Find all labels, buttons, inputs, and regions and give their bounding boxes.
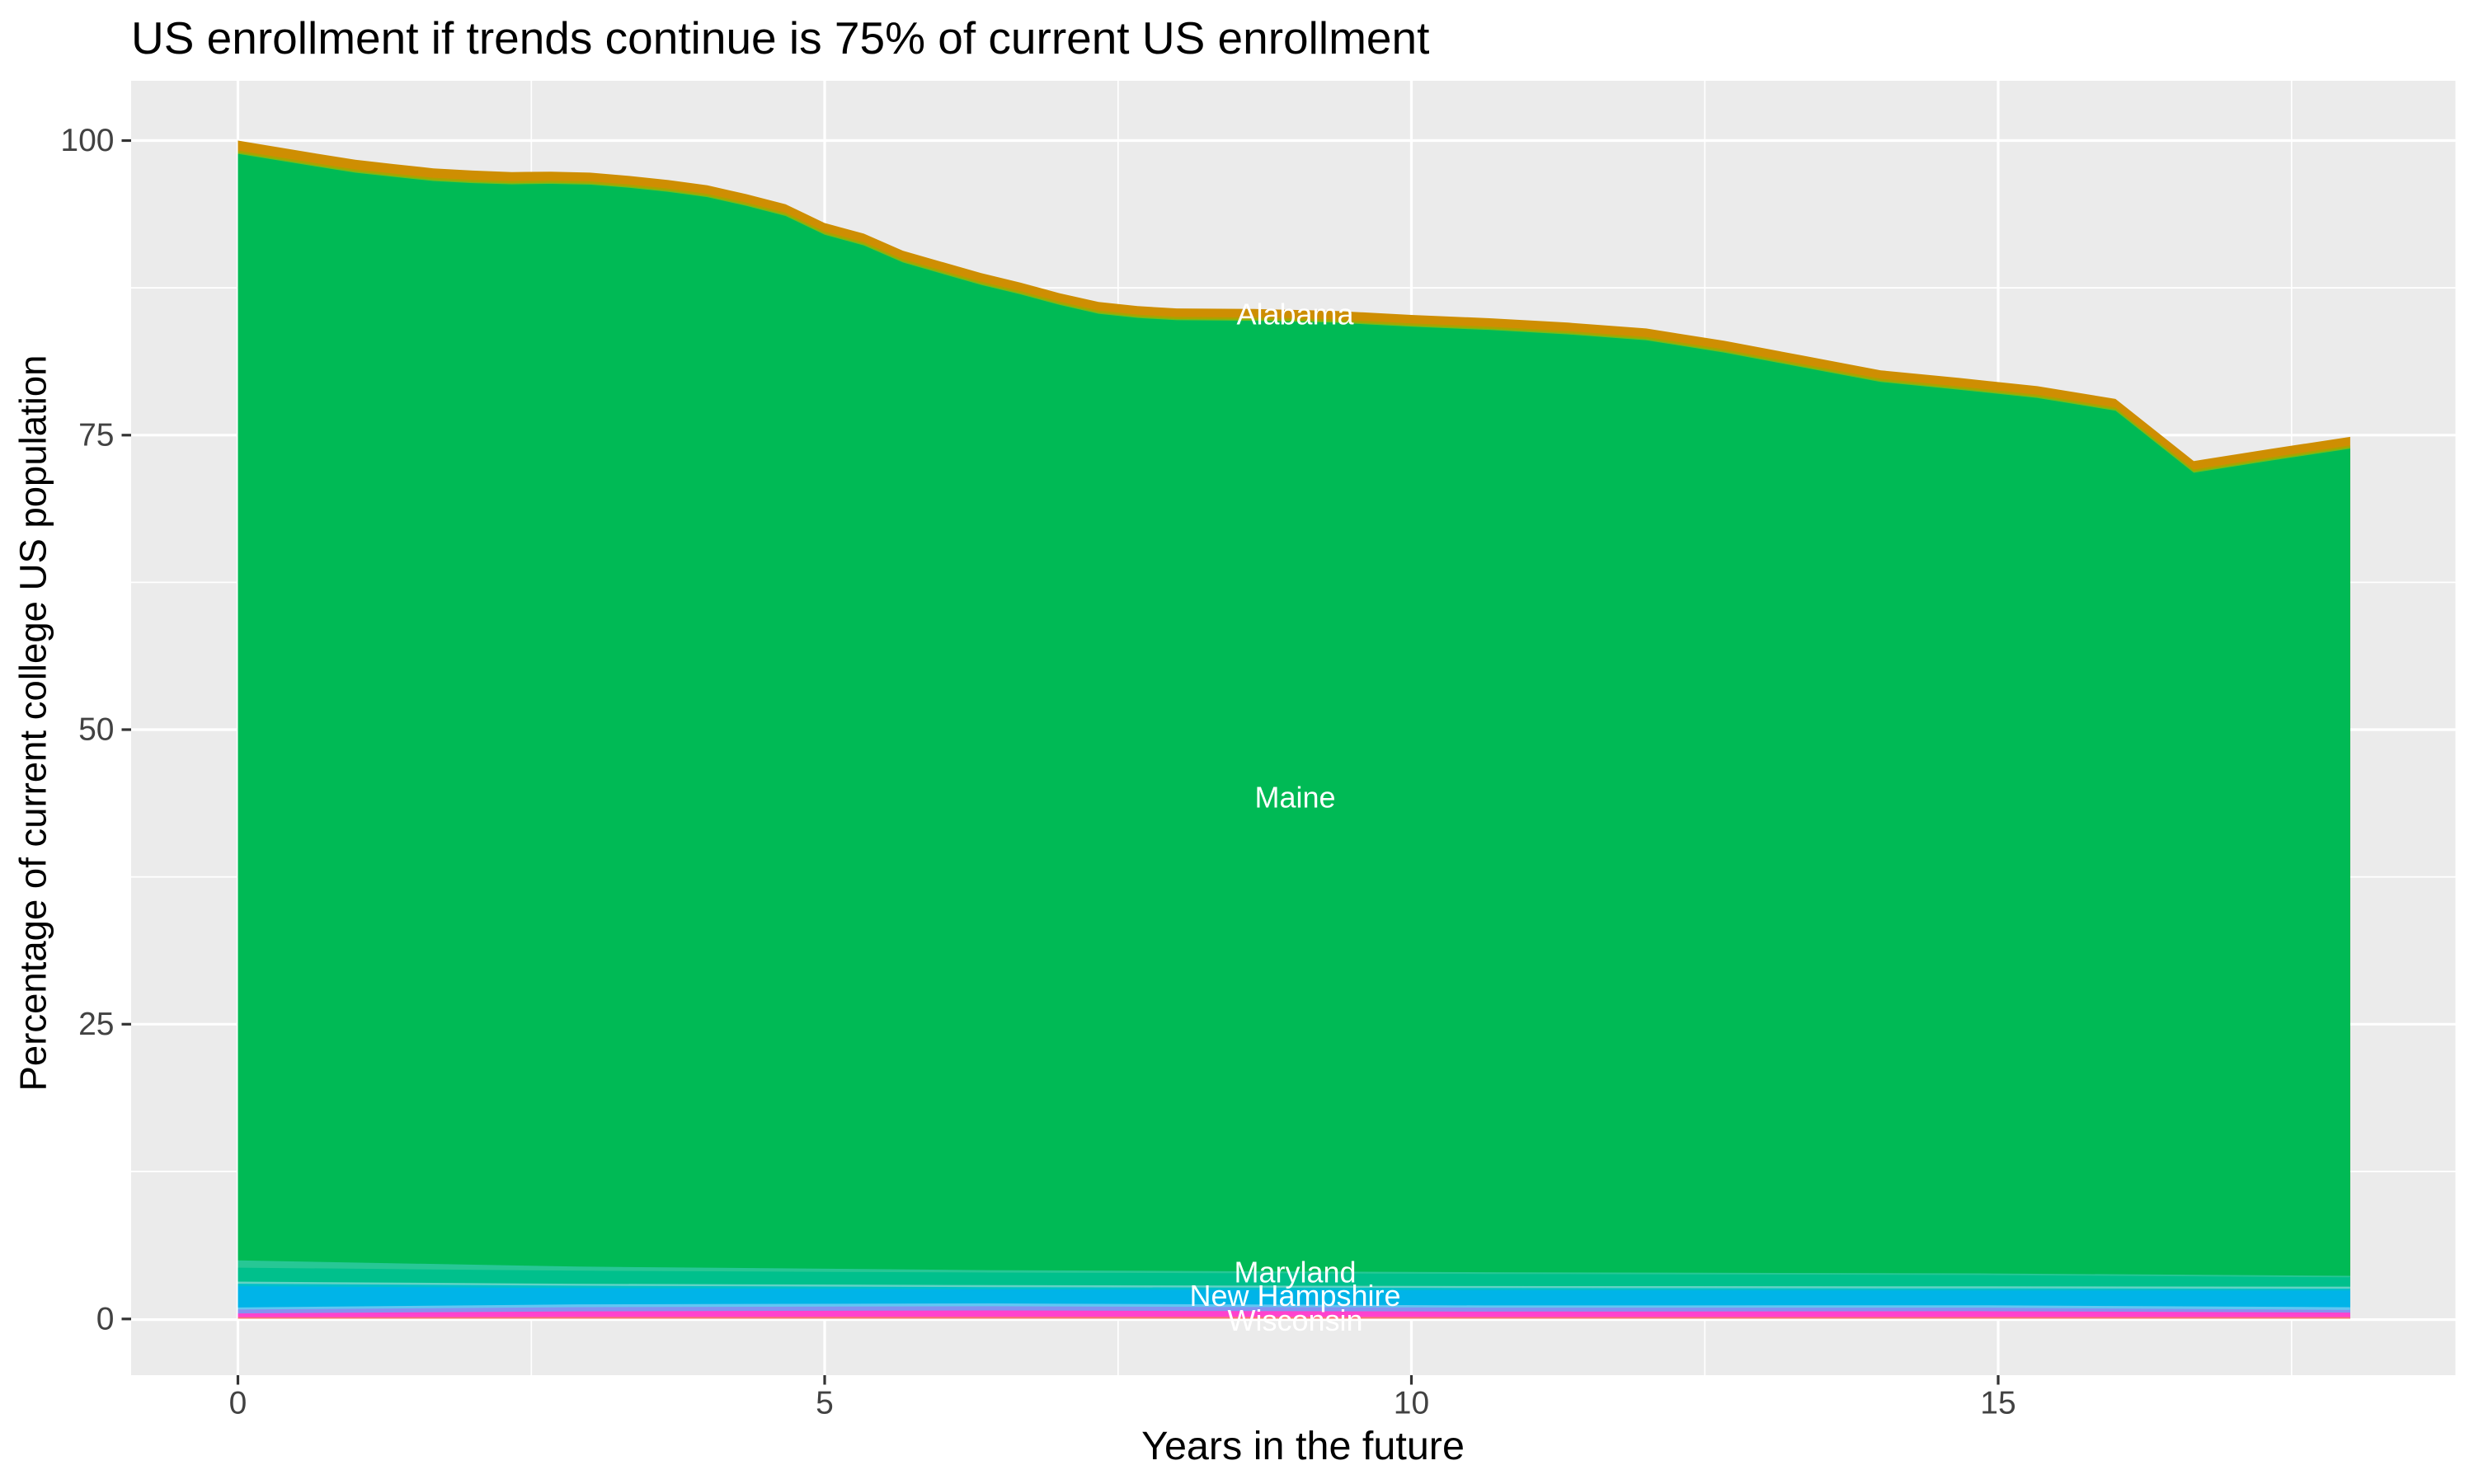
svg-text:75: 75	[78, 417, 114, 453]
svg-text:Wisconsin: Wisconsin	[1227, 1303, 1362, 1337]
svg-text:New Hampshire: New Hampshire	[1189, 1279, 1400, 1313]
svg-text:Maryland: Maryland	[1234, 1256, 1356, 1289]
svg-text:100: 100	[60, 123, 114, 158]
svg-text:US enrollment if trends contin: US enrollment if trends continue is 75% …	[131, 12, 1429, 63]
svg-text:Years in the future: Years in the future	[1141, 1424, 1465, 1468]
svg-text:0: 0	[96, 1301, 115, 1336]
svg-text:10: 10	[1394, 1386, 1429, 1421]
svg-text:0: 0	[229, 1386, 247, 1421]
svg-text:25: 25	[78, 1007, 114, 1042]
svg-text:5: 5	[816, 1386, 834, 1421]
svg-text:Percentage of current college: Percentage of current college US populat…	[12, 355, 54, 1092]
svg-text:Maine: Maine	[1254, 781, 1335, 815]
svg-text:50: 50	[78, 712, 114, 748]
svg-text:15: 15	[1980, 1386, 2015, 1421]
svg-text:Alabama: Alabama	[1236, 298, 1354, 331]
